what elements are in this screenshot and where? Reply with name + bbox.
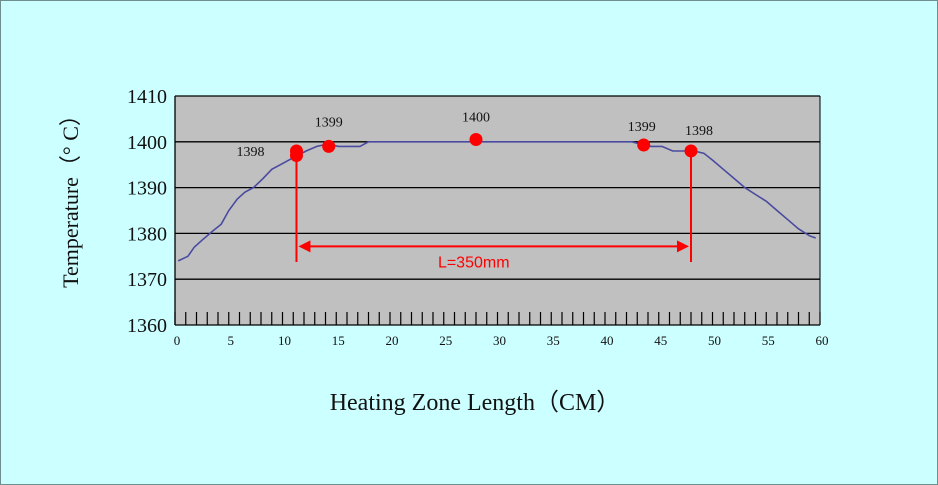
data-marker [469, 133, 483, 147]
marker-label: 1399 [628, 120, 656, 135]
y-tick-label: 1400 [127, 132, 167, 154]
y-tick-label: 1390 [127, 178, 167, 200]
span-arrow-right-head [677, 240, 689, 253]
y-tick-label: 1410 [127, 86, 167, 108]
x-tick-label: 25 [439, 333, 452, 348]
x-tick-label: 55 [762, 333, 775, 348]
x-tick-label: 10 [278, 333, 291, 348]
x-tick-label: 40 [601, 333, 614, 348]
span-label: L=350mm [438, 254, 510, 271]
span-arrow-left-head [298, 240, 311, 253]
x-tick-label: 50 [708, 333, 721, 348]
data-marker [637, 138, 651, 152]
data-marker [684, 144, 698, 158]
plot-area [175, 96, 820, 325]
data-marker [289, 149, 303, 163]
marker-label: 1400 [462, 111, 490, 126]
x-tick-label: 30 [493, 333, 506, 348]
y-tick-label: 1370 [127, 269, 167, 291]
x-tick-label: 60 [816, 333, 829, 348]
x-tick-label: 35 [547, 333, 560, 348]
x-tick-labels: 0 5 10 15 20 25 30 35 40 45 50 55 60 [174, 333, 829, 348]
marker-label: 1398 [685, 124, 713, 139]
x-tick-label: 15 [332, 333, 345, 348]
x-axis-label: Heating Zone Length（CM） [330, 390, 621, 416]
y-tick-label: 1360 [127, 315, 167, 337]
x-tick-label: 20 [386, 333, 399, 348]
marker-points: 1398 1399 1400 1399 1398 [236, 111, 713, 163]
y-tick-labels: 1360 1370 1380 1390 1400 1410 [127, 86, 167, 337]
x-minor-ticks [174, 312, 821, 325]
x-tick-label: 5 [228, 333, 235, 348]
x-tick-label: 0 [174, 333, 181, 348]
y-tick-label: 1380 [127, 223, 167, 245]
length-annotation: L=350mm [295, 150, 692, 271]
series-group [177, 141, 816, 262]
x-tick-label: 45 [654, 333, 667, 348]
marker-label: 1398 [236, 145, 264, 160]
data-marker [322, 139, 336, 153]
marker-label: 1399 [315, 115, 343, 130]
y-axis-label: Temperature（° C） [58, 104, 83, 288]
temperature-series-line [177, 141, 816, 262]
